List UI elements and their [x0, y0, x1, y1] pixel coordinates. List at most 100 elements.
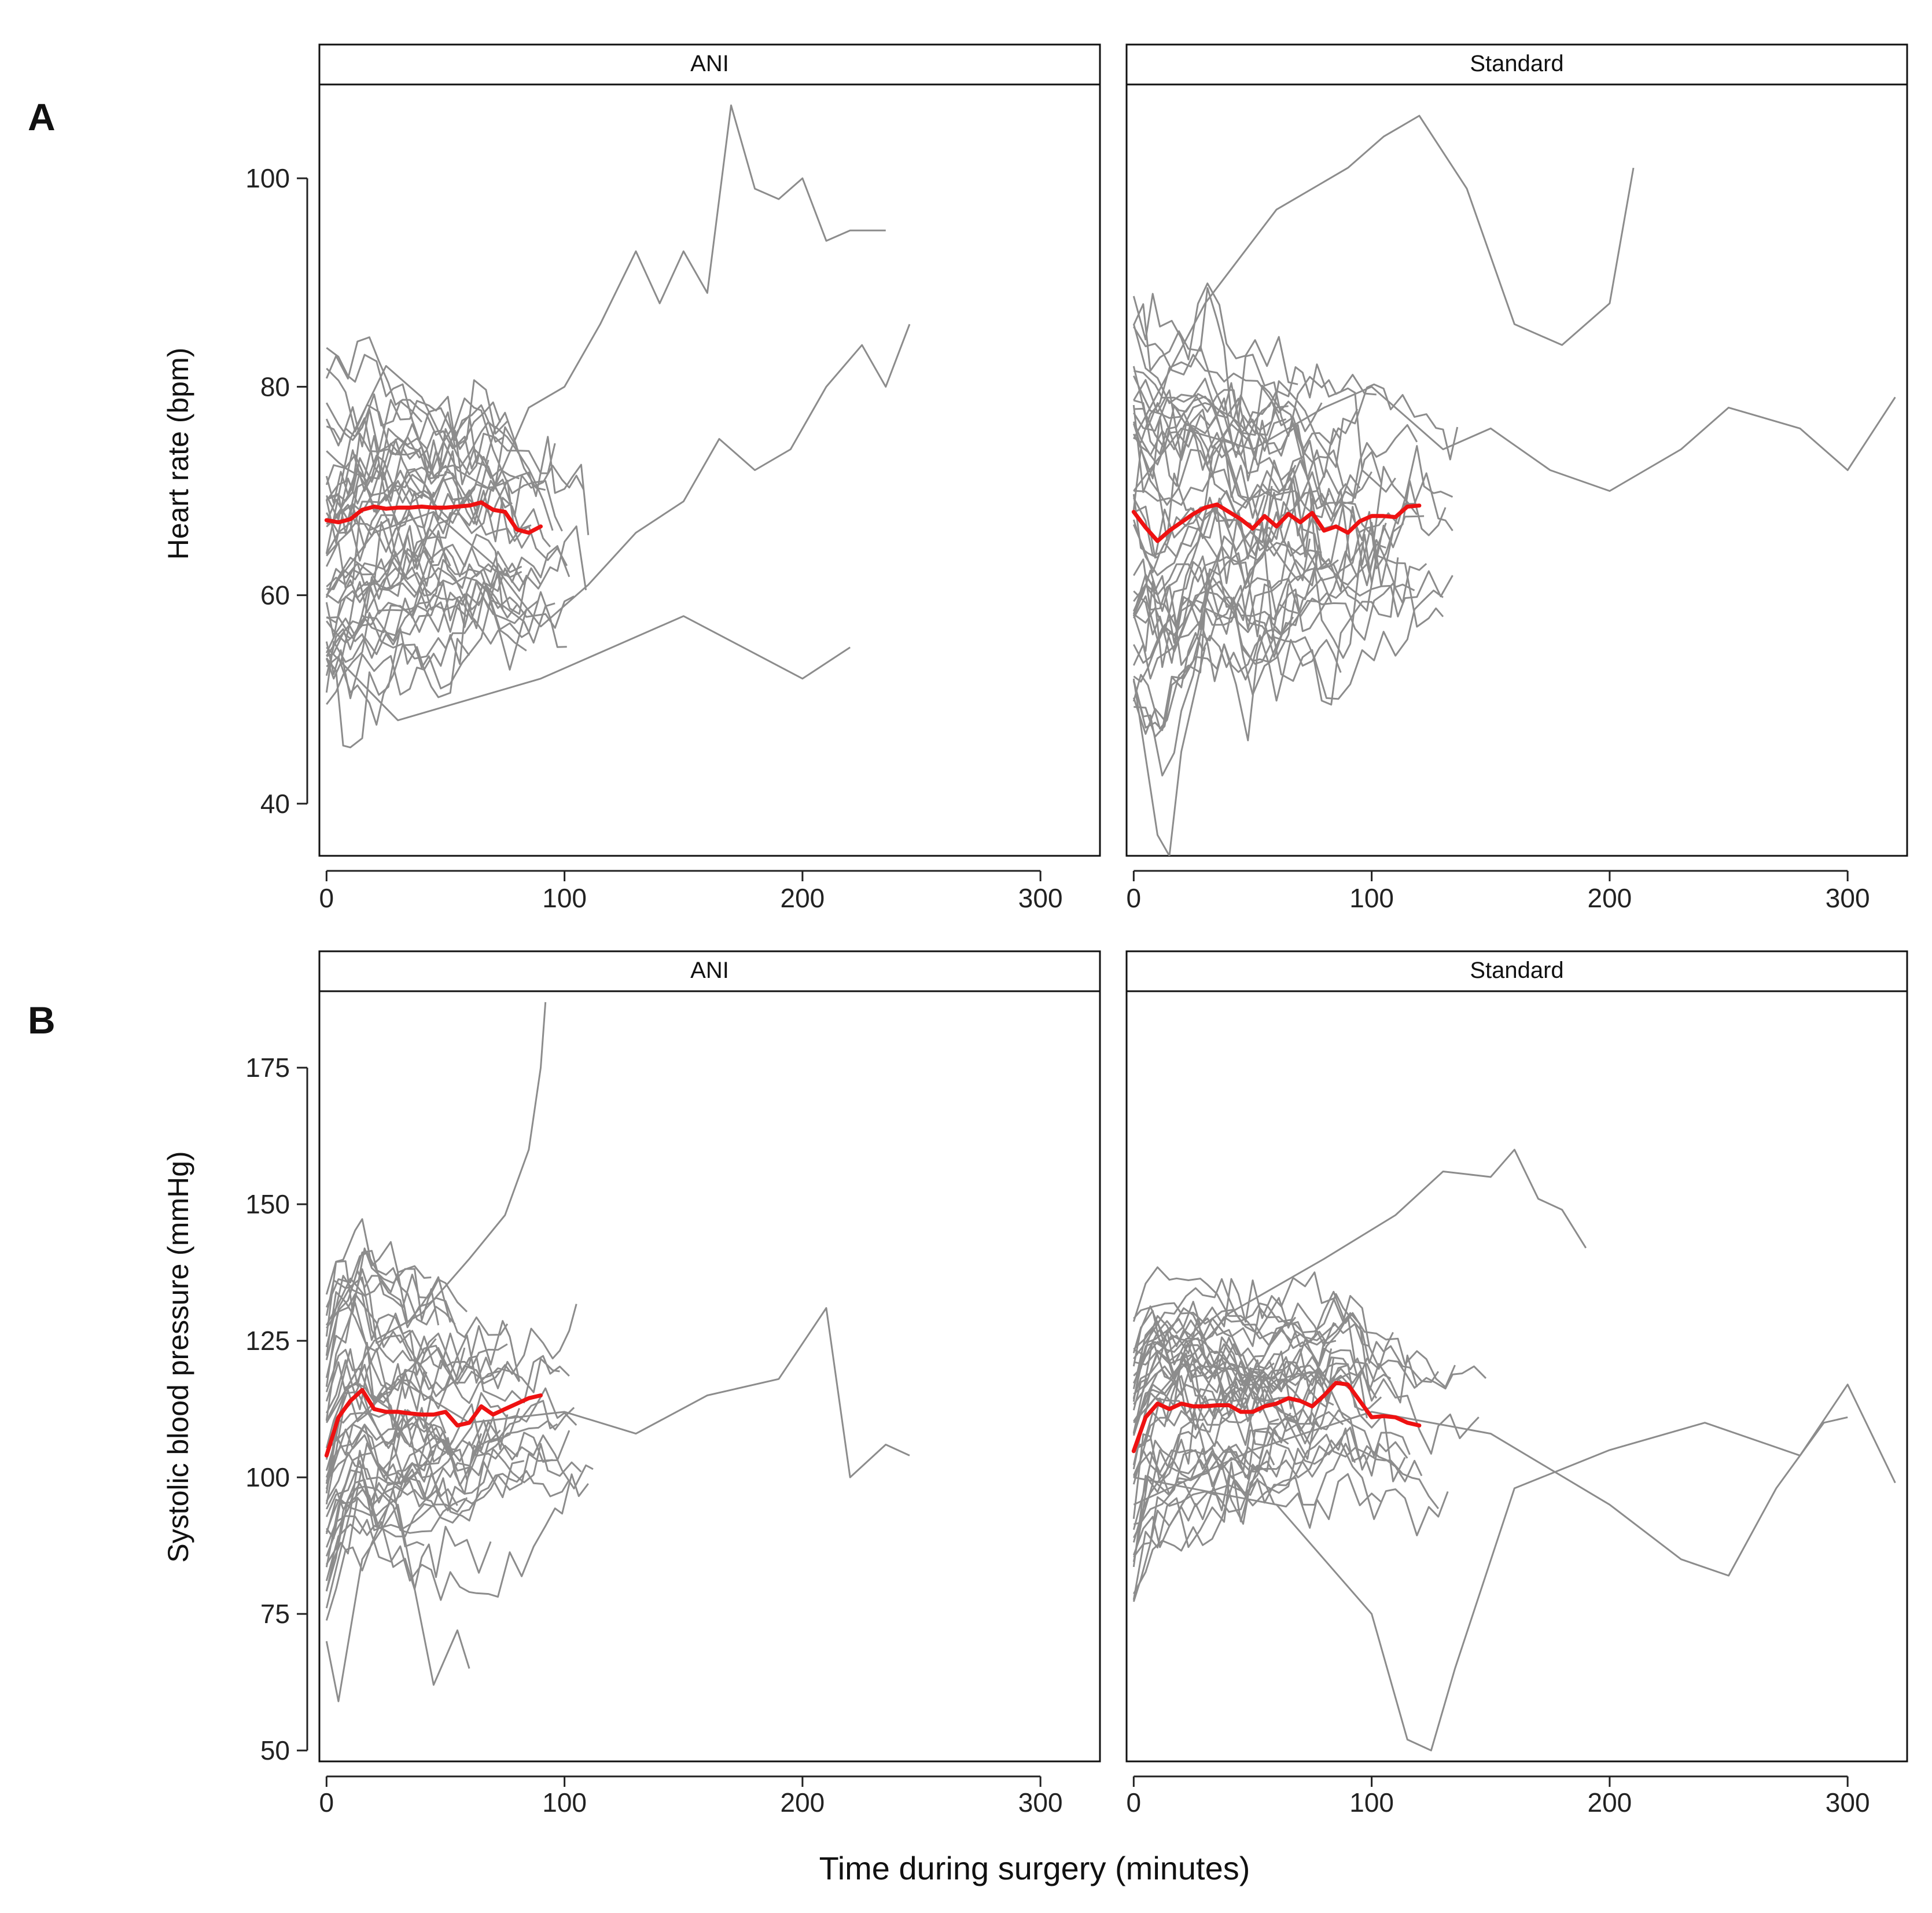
individual-trace [325, 1293, 437, 1360]
y-tick-label: 100 [245, 1462, 290, 1492]
individual-trace [1132, 1266, 1440, 1383]
individual-trace [326, 379, 508, 502]
individual-trace [1132, 1312, 1418, 1434]
individual-trace [325, 1349, 594, 1489]
individual-trace [1133, 399, 1361, 510]
individual-trace [1132, 282, 1298, 385]
individual-trace [1132, 1331, 1394, 1485]
individual-trace [1132, 1315, 1392, 1399]
individual-trace [1132, 553, 1444, 777]
y-axis-heart-rate: 40 60 80 100 [245, 163, 308, 819]
individual-trace [326, 1002, 547, 1423]
individual-trace [325, 417, 590, 535]
individual-trace [326, 527, 451, 624]
individual-trace [325, 1291, 577, 1385]
y-tick-label: 60 [260, 580, 290, 610]
individual-trace [1132, 519, 1322, 576]
y-axis-systolic-bp: 50 75 100 125 150 175 [245, 1053, 308, 1765]
lines-group [1131, 115, 1896, 856]
mean-line [1131, 502, 1422, 543]
individual-trace [1132, 1372, 1406, 1519]
x-tick-label: 100 [1349, 883, 1394, 913]
individual-trace [1134, 539, 1415, 738]
y-axis-label-heart-rate: Heart rate (bpm) [162, 348, 194, 560]
individual-trace [326, 396, 503, 528]
individual-trace [1133, 437, 1386, 574]
individual-trace [1132, 632, 1342, 735]
individual-trace [1133, 1315, 1333, 1386]
y-tick-label: 80 [260, 371, 290, 402]
individual-trace [325, 581, 518, 676]
individual-trace [325, 521, 571, 633]
individual-trace [1132, 1371, 1308, 1476]
x-tick-label: 200 [781, 1787, 825, 1818]
x-tick-label: 0 [319, 883, 334, 913]
panel-strip-label: ANI [690, 51, 729, 76]
individual-trace [326, 323, 911, 628]
individual-trace [326, 627, 470, 749]
individual-trace [1133, 1428, 1408, 1525]
individual-trace [326, 465, 584, 553]
lines-group [1131, 1149, 1896, 1752]
panel-strip-label: Standard [1470, 51, 1563, 76]
panel-letter-b: B [28, 999, 56, 1042]
individual-trace [1132, 1433, 1439, 1562]
individual-trace [325, 336, 502, 450]
y-axis-label-systolic-bp: Systolic blood pressure (mmHg) [162, 1151, 194, 1562]
x-tick-label: 100 [542, 1787, 587, 1818]
x-tick-label: 100 [542, 883, 587, 913]
individual-trace [325, 1403, 509, 1609]
individual-trace [1132, 1305, 1325, 1391]
individual-trace [1133, 345, 1396, 493]
panel-b-ani: ANI 0 100 200 300 [318, 950, 1101, 1818]
x-tick-label: 300 [1826, 883, 1870, 913]
x-axis-label: Time during surgery (minutes) [819, 1850, 1250, 1886]
individual-trace [325, 1473, 589, 1601]
individual-trace [1133, 385, 1896, 492]
individual-trace [325, 1489, 468, 1535]
individual-trace [325, 1250, 468, 1316]
individual-trace [1132, 557, 1399, 742]
panel-strip [318, 950, 1101, 992]
individual-trace [325, 1443, 582, 1592]
individual-trace [325, 1503, 470, 1702]
individual-trace [1132, 521, 1294, 730]
individual-trace [325, 1252, 456, 1326]
individual-trace [1133, 1441, 1449, 1558]
plot-frame [1125, 83, 1908, 857]
individual-trace [326, 615, 851, 722]
y-tick-label: 100 [245, 163, 290, 193]
individual-trace [1134, 397, 1359, 461]
individual-trace [326, 571, 522, 644]
panel-strip-label: Standard [1470, 958, 1563, 983]
individual-trace [325, 1358, 560, 1448]
individual-trace [1132, 1426, 1289, 1602]
individual-trace [1133, 538, 1311, 664]
individual-trace [325, 525, 587, 693]
mean-line [324, 1388, 543, 1458]
panel-letter-a: A [28, 95, 56, 138]
individual-trace [325, 1521, 492, 1621]
individual-trace [1133, 1411, 1848, 1577]
y-tick-label: 175 [245, 1053, 290, 1083]
lines-group [324, 104, 911, 749]
individual-trace [326, 469, 513, 525]
individual-trace [1132, 570, 1453, 731]
row-b-systolic-bp: B Systolic blood pressure (mmHg) 50 75 100… [28, 950, 1908, 1818]
individual-trace [1132, 599, 1298, 680]
individual-trace [1132, 495, 1387, 644]
individual-trace [1132, 1351, 1378, 1411]
individual-trace [325, 393, 423, 441]
x-tick-label: 100 [1349, 1787, 1394, 1818]
plot-frame [1125, 990, 1908, 1763]
x-tick-label: 200 [1588, 1787, 1632, 1818]
individual-trace [1133, 1149, 1587, 1423]
panel-strip-label: ANI [690, 958, 729, 983]
y-tick-label: 40 [260, 789, 290, 819]
x-tick-label: 0 [319, 1787, 334, 1818]
panel-b-standard: Standard 0 100 200 300 [1125, 950, 1908, 1818]
individual-trace [1132, 416, 1273, 561]
individual-trace [1132, 577, 1333, 658]
individual-trace [325, 411, 520, 504]
